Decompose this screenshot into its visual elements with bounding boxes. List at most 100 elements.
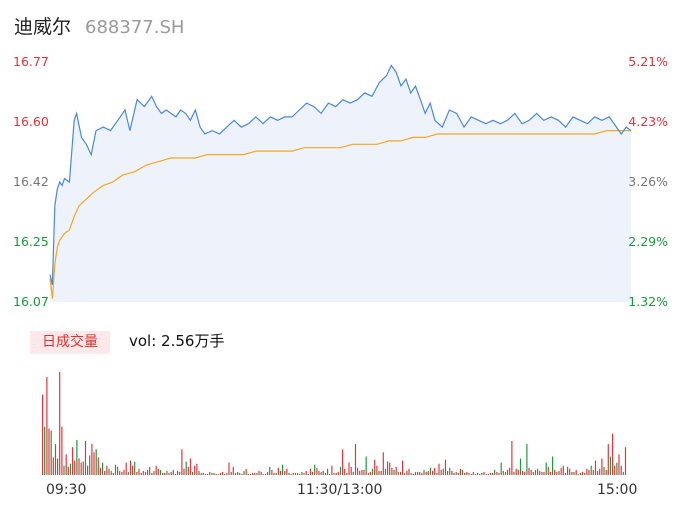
volume-bar [279,470,282,475]
volume-bar [624,447,627,475]
volume-bar [117,466,119,475]
x-tick-close: 15:00 [597,482,638,498]
volume-bar [558,470,560,475]
volume-bar [419,471,421,475]
volume-bar [372,468,374,475]
volume-bar [485,474,487,475]
volume-bar [202,472,204,475]
volume-bar [170,471,172,475]
volume-bar [384,468,387,475]
volume-bar [307,474,309,475]
volume-bar [138,468,140,475]
volume-bar [462,469,464,476]
volume-bar [408,468,410,475]
volume-bar [95,449,97,476]
volume-bar [239,472,241,475]
volume-bar [245,468,247,475]
volume-bar [352,471,354,475]
x-tick-open: 09:30 [46,482,87,498]
volume-bar [459,468,462,475]
y-right-tick: 3.26% [628,174,668,189]
y-left-tick: 16.07 [13,294,49,309]
volume-bar [142,470,144,475]
volume-bar [50,430,52,475]
volume-bar [234,472,237,475]
volume-bar [136,471,138,475]
volume-bar [219,472,222,475]
volume-bar [601,458,603,475]
volume-bar [556,471,558,475]
volume-bar [539,470,541,475]
volume-bar [59,372,61,475]
volume-bar [612,433,614,475]
volume-bar [258,470,260,475]
volume-bar [104,470,106,475]
volume-bar [414,471,417,475]
volume-bar [549,471,552,475]
volume-bar [78,458,80,475]
volume-bar [162,472,164,475]
volume-bar [524,471,526,475]
volume-bar [228,462,230,475]
volume-bar [42,394,44,475]
volume-bar [618,454,620,475]
volume-bar [532,471,534,475]
volume-bar [438,463,440,475]
volume-bar [61,426,63,475]
volume-bar [320,471,322,475]
y-right-tick: 4.23% [628,114,668,129]
volume-bar [241,474,243,475]
price-line [49,64,632,286]
y-right-tick: 1.32% [628,294,668,309]
volume-bar [350,466,352,475]
volume-bar [213,472,215,475]
volume-bar [554,469,556,476]
volume-bar [322,470,324,475]
volume-bar [534,469,537,476]
volume-bar [387,461,389,475]
volume-bar [262,474,264,475]
volume-bar [449,467,451,475]
volume-bar [335,472,337,475]
volume-bar [466,471,468,475]
volume-bar [616,462,618,475]
volume-bar [46,377,48,475]
volume-bar [292,472,294,475]
volume-bar [571,471,573,475]
volume-bar [93,452,95,475]
volume-bar [410,472,412,475]
volume-bar [260,471,262,475]
volume-bar [207,474,209,475]
volume-bar [316,467,318,475]
volume-bar [605,469,607,476]
volume-bar [594,460,597,475]
y-left-tick: 16.42 [13,174,49,189]
volume-bar [369,471,372,475]
volume-bar [560,467,562,475]
volume-bar [496,471,498,475]
volume-bar [204,474,207,475]
volume-bar [65,454,67,475]
volume-bar [232,466,234,475]
volume-bar [609,456,612,475]
volume-bar [166,470,168,475]
volume-bar [256,472,258,475]
volume-tag[interactable]: 日成交量 [30,331,110,354]
volume-bar [89,455,91,475]
y-left-tick: 16.77 [13,54,49,69]
volume-bar [183,468,185,475]
volume-bar [331,465,333,475]
volume-bar [132,465,134,475]
volume-bar [365,456,367,475]
y-left-tick: 16.60 [13,114,49,129]
volume-bar [406,470,408,475]
volume-bar [87,465,89,475]
volume-bar [102,462,104,475]
volume-bar [522,470,524,475]
volume-bar [187,466,189,475]
volume-bar [185,461,187,475]
volume-bar [264,474,267,475]
volume-bar [357,467,359,475]
x-tick-midday: 11:30/13:00 [297,482,383,498]
volume-bar [269,466,271,475]
